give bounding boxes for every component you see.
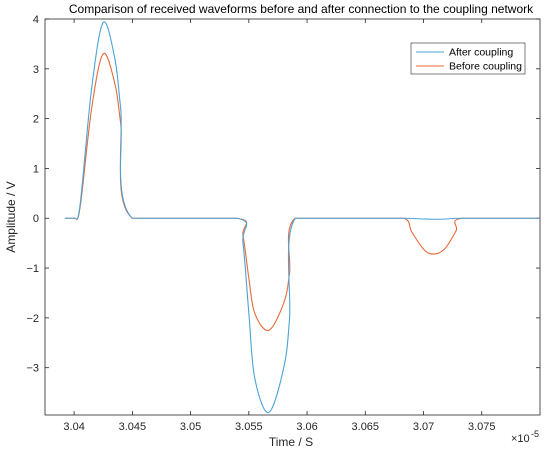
y-tick-label: −1 bbox=[26, 263, 39, 275]
y-tick-label: 4 bbox=[33, 14, 39, 26]
series-layer bbox=[64, 21, 540, 414]
x-tick-label: 3.065 bbox=[352, 421, 380, 433]
y-tick-label: 2 bbox=[33, 114, 39, 126]
legend: After coupling Before coupling bbox=[410, 42, 526, 75]
x-tick-label: 3.06 bbox=[296, 421, 317, 433]
y-tick-label: 0 bbox=[33, 213, 39, 225]
x-tick-label: 3.055 bbox=[235, 421, 263, 433]
y-axis-label: Amplitude / V bbox=[4, 181, 18, 252]
x-axis-exponent: ×10 -5 bbox=[511, 429, 539, 445]
plot-area bbox=[44, 18, 541, 416]
x-axis-ticks: 3.04 3.045 3.05 3.055 3.06 3.065 3.07 3.075 bbox=[63, 19, 496, 433]
x-tick-label: 3.04 bbox=[63, 421, 84, 433]
x-tick-label: 3.045 bbox=[119, 421, 147, 433]
x-tick-label: 3.05 bbox=[180, 421, 201, 433]
y-tick-label: 3 bbox=[33, 64, 39, 76]
y-tick-label: 1 bbox=[33, 163, 39, 175]
x-axis-label: Time / S bbox=[269, 435, 313, 449]
series-line-before-coupling bbox=[64, 52, 540, 331]
y-axis-ticks: −3 −2 −1 0 1 2 3 4 bbox=[26, 14, 540, 375]
x-tick-label: 3.07 bbox=[413, 421, 434, 433]
y-tick-label: −2 bbox=[26, 313, 39, 325]
y-tick-label: −3 bbox=[26, 363, 39, 375]
legend-label-before-coupling: Before coupling bbox=[449, 61, 522, 73]
x-exponent-base: ×10 bbox=[511, 433, 530, 445]
x-tick-label: 3.075 bbox=[468, 421, 496, 433]
chart-title: Comparison of received waveforms before … bbox=[69, 2, 534, 16]
series-line-after-coupling bbox=[64, 21, 540, 414]
legend-label-after-coupling: After coupling bbox=[449, 47, 513, 59]
legend-box bbox=[410, 42, 526, 75]
x-exponent-power: -5 bbox=[531, 429, 539, 439]
